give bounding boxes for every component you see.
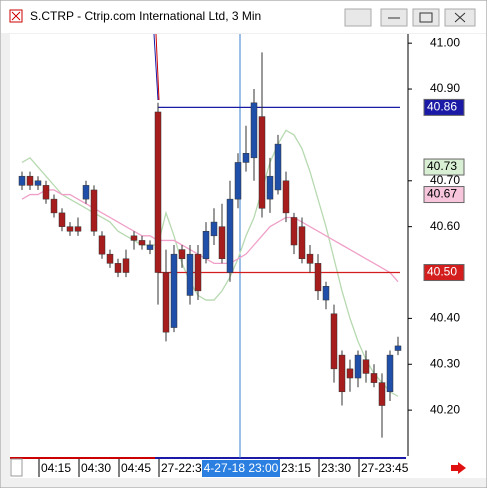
window-button-glyphs — [388, 12, 466, 23]
candle-body — [322, 286, 330, 301]
scroll-arrow[interactable] — [451, 462, 466, 474]
candle-body — [290, 217, 298, 246]
price-tag-label: 40.50 — [427, 265, 457, 279]
drawing-line — [155, 33, 160, 101]
y-tick-label: 40.60 — [430, 219, 460, 233]
x-tick-label: 27-22:3 — [161, 461, 202, 475]
candle-body — [210, 221, 218, 237]
candle-body — [314, 263, 322, 292]
candle-body — [138, 240, 146, 246]
candle-body — [66, 226, 74, 232]
x-tick-label: 04:45 — [121, 461, 151, 475]
candle-body — [258, 116, 266, 209]
candle-body — [154, 111, 162, 273]
candle-body — [90, 189, 98, 232]
price-tag-label: 40.67 — [427, 187, 457, 201]
price-tag-label: 40.73 — [427, 159, 457, 173]
window-title: S.CTRP - Ctrip.com International Ltd, 3 … — [30, 9, 261, 23]
price-tag-label: 40.86 — [427, 100, 457, 114]
price-tag-box — [423, 98, 465, 116]
candle-body — [386, 354, 394, 393]
candle-body — [178, 249, 186, 260]
candle-body — [362, 359, 370, 374]
crosshair-label-box — [202, 460, 280, 477]
price-tag-box — [423, 264, 465, 282]
candle-body — [394, 345, 402, 351]
x-tick-label: 23:15 — [281, 461, 311, 475]
candle-body — [42, 185, 50, 200]
y-tick-label: 40.30 — [430, 356, 460, 370]
price-axis — [408, 34, 486, 456]
candle-body — [98, 235, 106, 255]
candle-body — [122, 258, 130, 273]
moving-average — [21, 129, 399, 397]
candle-body — [250, 102, 258, 159]
candle-body — [202, 230, 210, 260]
candle-body — [194, 253, 202, 292]
candle-body — [58, 212, 66, 227]
y-tick-label: 41.00 — [430, 35, 460, 49]
candle-body — [378, 382, 386, 406]
candle-body — [146, 244, 154, 250]
candle-body — [106, 253, 114, 264]
x-tick-label: 04:30 — [81, 461, 111, 475]
candle-body — [242, 153, 250, 163]
candle-body — [162, 272, 170, 333]
candle-body — [226, 198, 234, 273]
candle-body — [338, 354, 346, 393]
y-tick-label: 40.40 — [430, 311, 460, 325]
x-tick-label: 27-23:45 — [361, 461, 409, 475]
candle-body — [370, 373, 378, 383]
candle-body — [170, 253, 178, 328]
moving-average — [21, 189, 399, 283]
candle-body — [218, 226, 226, 260]
y-tick-label: 40.20 — [430, 402, 460, 416]
maximize-button[interactable] — [412, 8, 440, 27]
candle-body — [266, 175, 274, 200]
candle-body — [74, 226, 82, 232]
candle-body — [18, 175, 26, 186]
candle-body — [330, 313, 338, 370]
candle-body — [298, 226, 306, 260]
candle-body — [354, 354, 362, 379]
y-tick-label: 40.70 — [430, 173, 460, 187]
candle-body — [274, 143, 282, 191]
candle-body — [26, 175, 34, 186]
price-tag-box — [423, 186, 465, 204]
candle-body — [50, 198, 58, 214]
candle-body — [234, 162, 242, 200]
scroll-box[interactable] — [10, 458, 23, 477]
candle-body — [82, 185, 90, 200]
candle-body — [306, 253, 314, 264]
candle-body — [130, 235, 138, 241]
price-tag-box — [423, 158, 465, 176]
candle-body — [282, 180, 290, 214]
candle-body — [114, 263, 122, 273]
candle-body — [186, 253, 194, 296]
drawing-line — [153, 33, 159, 101]
app-icon-glyph — [11, 11, 21, 21]
x-tick-label: 04:15 — [41, 461, 71, 475]
candle-body — [346, 368, 354, 379]
candle-body — [34, 180, 42, 186]
crosshair-label: 4-27-18 23:00 — [204, 461, 279, 475]
x-tick-label: 23:30 — [321, 461, 351, 475]
y-tick-label: 40.90 — [430, 81, 460, 95]
link-button[interactable] — [344, 8, 372, 27]
